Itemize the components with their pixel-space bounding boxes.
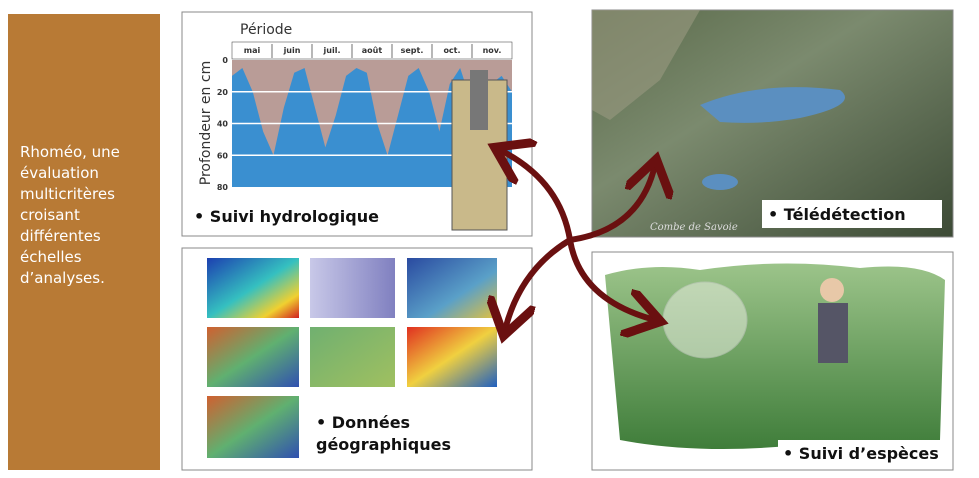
net [663, 282, 747, 358]
y-tick-label: 0 [222, 56, 228, 65]
map-thumb [207, 258, 299, 318]
y-tick-label: 20 [217, 88, 229, 97]
remote-label: • Télédétection [768, 205, 906, 224]
month-label: sept. [401, 46, 424, 55]
map-thumb [207, 327, 299, 387]
page: Rhoméo, une évaluation multicritères cro… [0, 0, 979, 478]
y-tick-label: 60 [217, 151, 229, 160]
y-tick-label: 80 [217, 183, 229, 192]
month-label: oct. [443, 46, 460, 55]
map-thumb [310, 258, 395, 318]
month-label: juin [283, 46, 301, 55]
map-thumb [207, 396, 299, 458]
person [820, 278, 844, 302]
month-label: mai [244, 46, 261, 55]
caption: Combe de Savoie [650, 222, 738, 233]
species-label: • Suivi d’espèces [783, 444, 939, 463]
piezometer-tube [470, 70, 488, 130]
hydro-label: • Suivi hydrologique [194, 207, 379, 226]
scene: 0 20 40 60 80 mai juin juil. août sept. oct. nov. P… [0, 0, 979, 478]
map-thumb [407, 258, 497, 318]
vegetation [605, 263, 945, 449]
month-label: août [362, 46, 383, 55]
lake [702, 174, 738, 190]
x-label: Période [240, 22, 292, 38]
month-label: juil. [323, 46, 341, 55]
geo-label: géographiques [316, 435, 451, 454]
y-tick-label: 40 [217, 120, 229, 129]
geo-label: • Données [316, 413, 410, 432]
month-label: nov. [483, 46, 502, 55]
map-thumb [407, 327, 497, 387]
person [818, 303, 848, 363]
y-label: Profondeur en cm [198, 61, 214, 185]
map-thumb [310, 327, 395, 387]
